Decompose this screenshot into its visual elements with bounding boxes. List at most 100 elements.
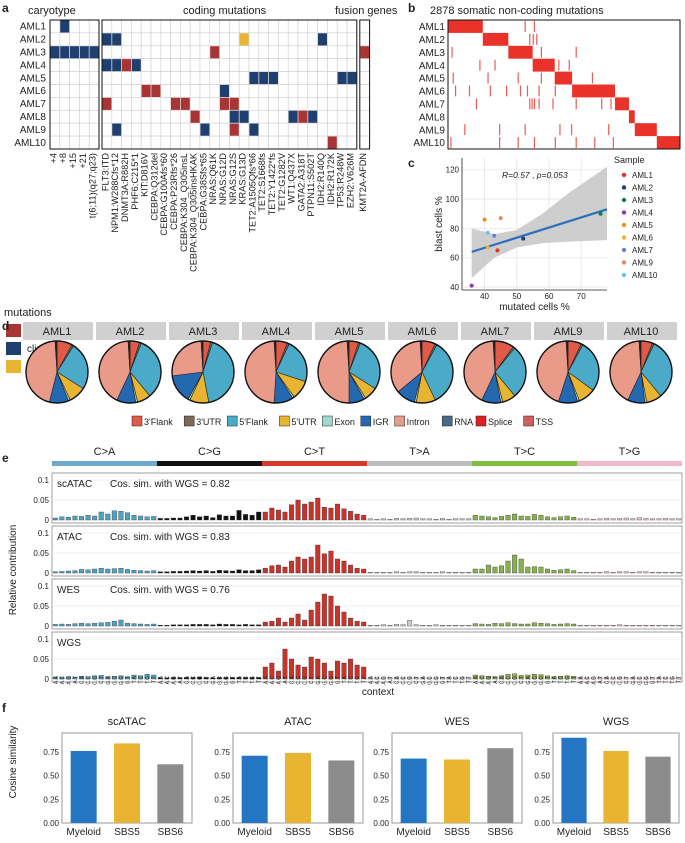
e-bar [597,572,603,574]
e-context-label: G.G [329,676,335,685]
d-legend-swatch [131,415,143,427]
c-legend-label: AML9 [632,259,653,268]
a-cell [317,58,328,72]
a-cell [121,32,132,47]
a-cell [359,135,370,150]
a-cell [88,122,100,137]
e-bar [479,675,485,680]
a-cell-both [171,97,180,110]
e-context-label: C.T [309,676,315,684]
c-legend-dot [621,210,627,215]
a-cell [268,32,279,47]
e-bar [229,624,235,627]
a-cell [287,71,299,85]
e-bar [459,518,465,521]
e-bar [124,623,130,627]
f-xtick: SBS6 [329,827,355,838]
a-cell [189,84,201,98]
a-cell [69,84,80,98]
a-cell-clinical [89,46,99,59]
a-cell [327,110,338,124]
e-bar [190,570,196,574]
a-cell [307,45,318,59]
e-bar [466,518,472,521]
e-bar [459,677,465,680]
e-context-label: C.A [290,675,296,684]
f-ytick: 0.00 [373,819,389,828]
e-bar [111,510,117,521]
a-cell [307,122,318,137]
e-bar [118,675,124,680]
a-cell [327,19,338,34]
b-row-label: AML5 [419,74,446,85]
a-col-label: KIT:D816V [140,152,150,197]
e-bar [400,624,406,627]
a-cell [199,97,211,111]
a-cell [101,84,113,98]
e-bar [243,570,249,574]
b-mark [506,85,508,97]
b-mark [559,124,561,136]
e-context-label: A.A [53,675,59,684]
e-bar [210,677,216,680]
e-bar [623,677,629,680]
e-bar [518,558,524,574]
a-cell [180,19,191,34]
e-bar [466,572,472,574]
a-cell [209,71,220,85]
a-cell [219,32,230,47]
b-block [615,97,629,111]
e-context-label: C.G [408,676,414,685]
e-type-label: T>C [514,446,535,458]
b-mark [475,98,478,110]
a-cell [268,58,279,72]
d-legend-label: 5'Flank [239,417,268,427]
e-bar [157,677,163,680]
e-bar [170,624,176,627]
a-cell [199,84,211,98]
a-cell [278,84,289,98]
e-context-label: G.A [631,675,637,684]
c-ann-r: R=0.57 [502,170,530,180]
e-bar [577,572,583,574]
e-bar [551,570,557,574]
f-bar [444,759,470,823]
e-bar [663,572,669,574]
e-bar [177,517,183,521]
a-cell [150,71,162,85]
e-bar [551,676,557,680]
c-legend-dot [621,222,627,228]
a-cell [170,19,181,34]
a-cell [307,84,318,98]
b-mark [538,85,540,97]
e-context-label: G.A [316,675,322,684]
c-point [498,216,503,221]
a-col-label: t(6;11)(q27;q23) [88,153,98,218]
d-header [607,322,677,340]
d-legend-label: Intron [407,417,430,427]
e-bar [177,677,183,680]
c-point [482,217,487,222]
d-legend-label: Splice [488,417,513,427]
e-bar [400,518,406,521]
a-cell [101,122,113,137]
f-xtick: Myeloid [66,827,100,838]
a-cell [189,19,201,34]
e-bar [571,570,577,574]
b-mark [570,124,573,136]
a-cell [209,84,220,98]
e-bar [407,620,413,627]
a-cell [307,32,318,47]
e-bar [289,658,295,680]
d-pie-outline [171,340,235,404]
e-bar [348,511,354,521]
e-annotation: Cos. sim. with WGS = 0.82 [110,479,230,490]
e-bar [577,518,583,521]
e-context-label: A.T [493,676,499,684]
a-cell [49,32,61,47]
e-bar [256,677,262,680]
a-cell [307,97,318,111]
c-ytick: 40 [450,283,459,292]
a-cell [229,32,240,47]
e-bar [538,515,544,521]
